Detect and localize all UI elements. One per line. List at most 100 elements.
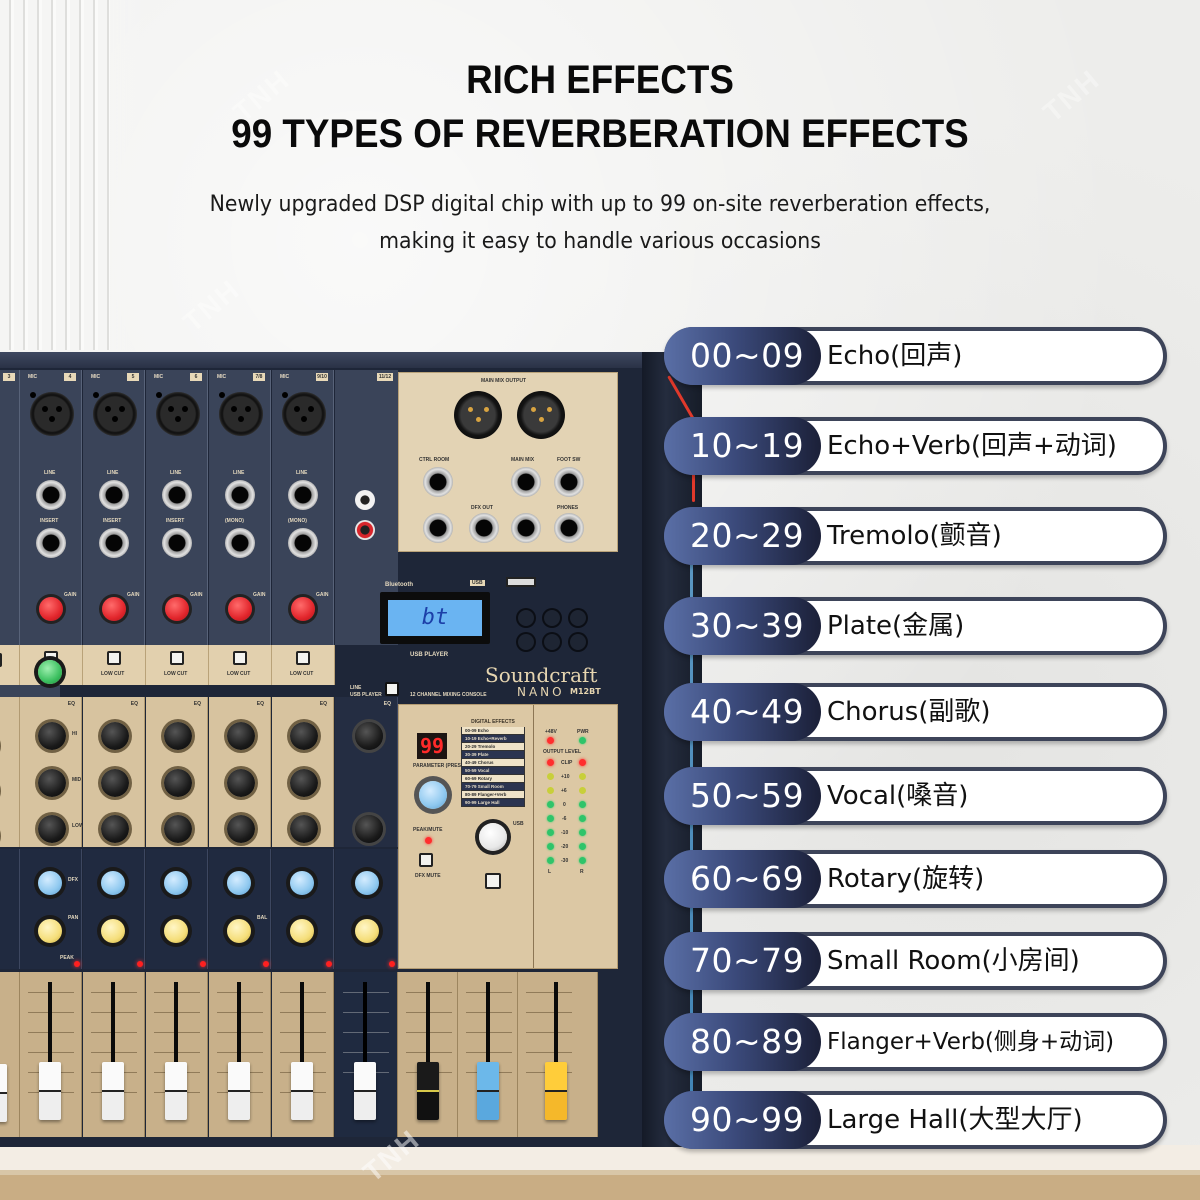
- comp-knob[interactable]: [38, 660, 62, 684]
- eq-mid-knob[interactable]: [227, 769, 255, 797]
- xlr-input[interactable]: [282, 392, 326, 436]
- xlr-input[interactable]: [156, 392, 200, 436]
- eq-mid-knob[interactable]: [164, 769, 192, 797]
- gain-knob[interactable]: [102, 597, 126, 621]
- mixer-console: 3 MIC 4 LINE INSERT GAIN MIC 5 LINE INSE…: [0, 352, 702, 1147]
- gain-knob[interactable]: [228, 597, 252, 621]
- channel-fader[interactable]: [228, 1062, 250, 1120]
- balance-knob[interactable]: [355, 919, 379, 943]
- eq-low-knob[interactable]: [38, 815, 66, 843]
- insert-jack[interactable]: [36, 528, 66, 558]
- ctrl-room-left-jack[interactable]: [423, 467, 453, 497]
- eq-low-knob[interactable]: [101, 815, 129, 843]
- line-jack[interactable]: [225, 480, 255, 510]
- stereo-fader[interactable]: [354, 1062, 376, 1120]
- main-mix-right-jack[interactable]: [511, 513, 541, 543]
- effect-item-chorus: 40~49 Chorus(副歌): [664, 683, 1167, 741]
- low-cut-button[interactable]: [233, 651, 247, 665]
- dfx-knob[interactable]: [101, 871, 125, 895]
- gain-knob[interactable]: [165, 597, 189, 621]
- main-mix-fader[interactable]: [545, 1062, 567, 1120]
- headline-99-types: 99 TYPES OF REVERBERATION EFFECTS: [231, 112, 969, 156]
- xlr-input[interactable]: [30, 392, 74, 436]
- prev-button[interactable]: [518, 610, 534, 626]
- usb-port[interactable]: [506, 577, 536, 587]
- dfx-knob[interactable]: [227, 871, 251, 895]
- channel-fader[interactable]: [102, 1062, 124, 1120]
- peak-mute-led: [425, 837, 432, 844]
- effect-name: Chorus(副歌): [827, 697, 991, 727]
- power-button[interactable]: [570, 634, 586, 650]
- sends-ch5: [83, 849, 145, 969]
- eq-low-knob[interactable]: [290, 815, 318, 843]
- foot-switch-jack[interactable]: [554, 467, 584, 497]
- line-jack[interactable]: [99, 480, 129, 510]
- main-mix-xlr-left[interactable]: [454, 391, 502, 439]
- line-jack[interactable]: [36, 480, 66, 510]
- ctrl-room-fader[interactable]: [417, 1062, 439, 1120]
- eq-low-knob[interactable]: [355, 815, 383, 843]
- model-line: NANO: [517, 685, 565, 699]
- gain-knob[interactable]: [39, 597, 63, 621]
- eq-hi-knob[interactable]: [227, 722, 255, 750]
- dfx-knob[interactable]: [164, 871, 188, 895]
- xlr-input[interactable]: [219, 392, 263, 436]
- gain-knob[interactable]: [291, 597, 315, 621]
- line-jack[interactable]: [288, 480, 318, 510]
- channel-fader[interactable]: [0, 1064, 7, 1122]
- eq-section-ch7-8: EQ: [209, 697, 271, 847]
- rca-red-jack[interactable]: [355, 520, 375, 540]
- channel-fader[interactable]: [165, 1062, 187, 1120]
- low-cut-button[interactable]: [296, 651, 310, 665]
- eq-mid-knob[interactable]: [101, 769, 129, 797]
- eq-mid-knob[interactable]: [290, 769, 318, 797]
- main-ctrl-switch[interactable]: [485, 873, 501, 889]
- low-cut-button[interactable]: [170, 651, 184, 665]
- mute-button[interactable]: [518, 634, 534, 650]
- pan-knob[interactable]: [101, 919, 125, 943]
- xlr-input[interactable]: [93, 392, 137, 436]
- channel-fader[interactable]: [39, 1062, 61, 1120]
- dfx-mute-button[interactable]: [419, 853, 433, 867]
- effect-name: Rotary(旋转): [827, 864, 985, 894]
- dfx-knob[interactable]: [355, 871, 379, 895]
- dfx-out-jack[interactable]: [469, 513, 499, 543]
- phones-jack[interactable]: [554, 513, 584, 543]
- insert-jack[interactable]: [99, 528, 129, 558]
- low-cut-button[interactable]: [107, 651, 121, 665]
- parameter-knob[interactable]: [419, 781, 447, 809]
- main-mix-left-jack[interactable]: [511, 467, 541, 497]
- line-usb-switch[interactable]: [385, 682, 399, 696]
- eq-hi-knob[interactable]: [355, 722, 383, 750]
- next-button[interactable]: [544, 610, 560, 626]
- main-mix-xlr-right[interactable]: [517, 391, 565, 439]
- eq-hi-knob[interactable]: [164, 722, 192, 750]
- dfx-knob[interactable]: [290, 871, 314, 895]
- mode-button[interactable]: [570, 610, 586, 626]
- eq-low-knob[interactable]: [164, 815, 192, 843]
- rca-white-jack[interactable]: [355, 490, 375, 510]
- line-r-jack[interactable]: [225, 528, 255, 558]
- eq-hi-knob[interactable]: [290, 722, 318, 750]
- pan-knob[interactable]: [38, 919, 62, 943]
- line-r-jack[interactable]: [288, 528, 318, 558]
- rec-button[interactable]: [544, 634, 560, 650]
- line-jack[interactable]: [162, 480, 192, 510]
- effect-name: Small Room(小房间): [827, 946, 1080, 976]
- dfx-knob[interactable]: [38, 871, 62, 895]
- channel-fader[interactable]: [291, 1062, 313, 1120]
- dfx-fader[interactable]: [477, 1062, 499, 1120]
- pan-knob[interactable]: [164, 919, 188, 943]
- channel-strip-7-8: MIC 7/8 LINE (MONO) GAIN: [209, 370, 271, 645]
- low-cut-button[interactable]: [0, 653, 2, 667]
- ctrl-room-right-jack[interactable]: [423, 513, 453, 543]
- usb-level-knob[interactable]: [479, 823, 507, 851]
- insert-jack[interactable]: [162, 528, 192, 558]
- balance-knob[interactable]: [227, 919, 251, 943]
- effect-range-badge: 30~39: [664, 597, 821, 655]
- eq-low-knob[interactable]: [227, 815, 255, 843]
- eq-hi-knob[interactable]: [101, 722, 129, 750]
- balance-knob[interactable]: [290, 919, 314, 943]
- eq-hi-knob[interactable]: [38, 722, 66, 750]
- eq-mid-knob[interactable]: [38, 769, 66, 797]
